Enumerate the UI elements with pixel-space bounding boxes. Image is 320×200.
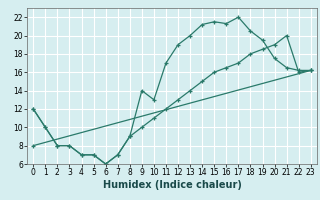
X-axis label: Humidex (Indice chaleur): Humidex (Indice chaleur) — [103, 180, 241, 190]
